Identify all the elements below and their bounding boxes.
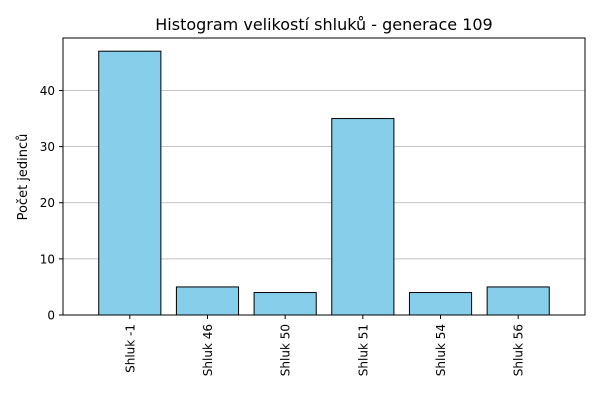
x-tick-label: Shluk 46 bbox=[201, 324, 215, 376]
plot-frame bbox=[62, 37, 586, 316]
bar bbox=[98, 50, 162, 316]
x-tick-label: Shluk 54 bbox=[434, 324, 448, 376]
chart-title: Histogram velikostí shluků - generace 10… bbox=[155, 15, 492, 34]
y-tick-label: 20 bbox=[40, 196, 55, 210]
bar bbox=[486, 286, 550, 316]
y-tick-label: 0 bbox=[47, 309, 55, 323]
bars bbox=[98, 50, 550, 316]
bar bbox=[175, 286, 240, 316]
y-tick-label: 40 bbox=[40, 84, 55, 98]
bar bbox=[331, 118, 395, 316]
y-axis-label: Počet jedinců bbox=[16, 134, 31, 221]
y-axis-ticks: 0 10 20 30 40 bbox=[40, 84, 63, 323]
y-tick-label: 10 bbox=[40, 252, 55, 266]
x-tick-label: Shluk -1 bbox=[123, 324, 137, 373]
x-axis-ticks: Shluk -1 Shluk 46 Shluk 50 Shluk 51 Shluk 54… bbox=[123, 315, 526, 376]
x-tick-label: Shluk 50 bbox=[279, 324, 293, 376]
x-tick-label: Shluk 56 bbox=[512, 324, 526, 376]
bar bbox=[253, 292, 317, 316]
x-tick-label: Shluk 51 bbox=[356, 324, 370, 376]
bar bbox=[408, 292, 473, 316]
y-tick-label: 30 bbox=[40, 140, 55, 154]
